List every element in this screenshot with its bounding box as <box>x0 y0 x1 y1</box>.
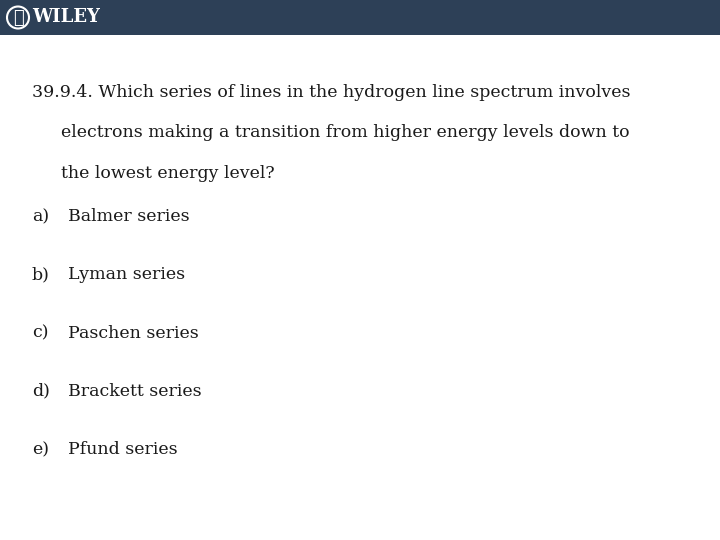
Text: Pfund series: Pfund series <box>68 441 178 458</box>
Text: Ⓦ: Ⓦ <box>13 9 23 26</box>
Text: WILEY: WILEY <box>32 9 100 26</box>
Bar <box>0 0 720 35</box>
Text: electrons making a transition from higher energy levels down to: electrons making a transition from highe… <box>61 124 630 141</box>
Text: e): e) <box>32 441 49 458</box>
Text: c): c) <box>32 325 48 341</box>
Text: 39.9.4. Which series of lines in the hydrogen line spectrum involves: 39.9.4. Which series of lines in the hyd… <box>32 84 630 100</box>
Text: Lyman series: Lyman series <box>68 266 186 283</box>
Text: Balmer series: Balmer series <box>68 208 190 225</box>
Text: Brackett series: Brackett series <box>68 383 202 400</box>
Text: Paschen series: Paschen series <box>68 325 199 341</box>
Text: b): b) <box>32 266 50 283</box>
Text: d): d) <box>32 383 50 400</box>
Text: a): a) <box>32 208 49 225</box>
Text: the lowest energy level?: the lowest energy level? <box>61 165 275 181</box>
